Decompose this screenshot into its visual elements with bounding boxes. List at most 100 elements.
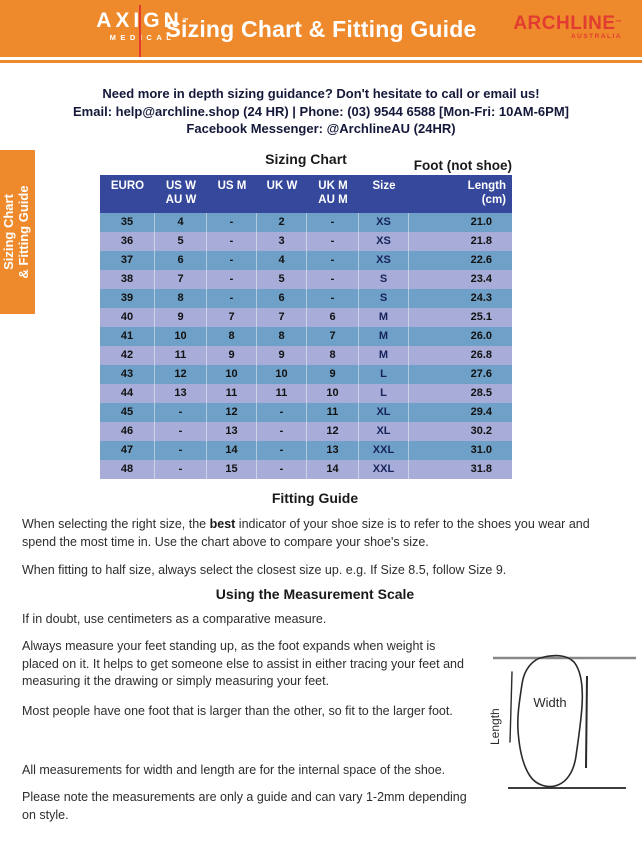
table-cell: 10 [155, 327, 207, 346]
table-cell: 8 [155, 289, 207, 308]
table-row: 40 9 7 7 6 M 25.1 [100, 308, 512, 327]
table-cell: - [307, 270, 359, 289]
table-cell: 9 [307, 365, 359, 384]
table-cell: 26.8 [470, 349, 492, 361]
table-cell: 8 [207, 327, 257, 346]
table-cell: XS [359, 213, 409, 232]
table-row: 41 10 8 8 7 M 26.0 [100, 327, 512, 346]
table-cell: 4 [257, 251, 307, 270]
table-cell: 12 [307, 422, 359, 441]
table-cell: XS [359, 251, 409, 270]
table-cell: 30.2 [470, 425, 492, 437]
table-row: 43 12 10 10 9 L 27.6 [100, 365, 512, 384]
table-cell: 10 [307, 384, 359, 403]
table-cell: - [307, 213, 359, 232]
table-cell: 7 [257, 308, 307, 327]
table-row: 35 4-2- XS 21.0 [100, 213, 512, 232]
length-label: Length [488, 708, 502, 745]
table-cell: - [155, 403, 207, 422]
table-row: 39 8-6- S 24.3 [100, 289, 512, 308]
side-tab: Sizing Chart & Fitting Guide [0, 150, 35, 314]
table-cell: 11 [155, 346, 207, 365]
table-cell: 6 [307, 308, 359, 327]
table-row: 47-14-13 XXL 31.0 [100, 441, 512, 460]
table-cell: 15 [207, 460, 257, 479]
table-cell: XL [359, 422, 409, 441]
archline-logo: ARCHLINE™ AUSTRALIA [513, 14, 622, 40]
table-cell: 14 [207, 441, 257, 460]
table-cell: 43 [100, 365, 155, 384]
column-header-size: Size [372, 180, 396, 192]
table-cell: 13 [207, 422, 257, 441]
table-cell: - [207, 289, 257, 308]
table-cell: 14 [307, 460, 359, 479]
table-cell: - [307, 289, 359, 308]
table-cell: 7 [155, 270, 207, 289]
table-cell: 13 [155, 384, 207, 403]
table-cell: XS [359, 232, 409, 251]
column-header-euro: EURO [110, 180, 145, 192]
column-header-uk-w: UK W [266, 180, 298, 192]
table-cell: 21.8 [470, 235, 492, 247]
table-cell: 47 [100, 441, 155, 460]
table-cell: 10 [207, 365, 257, 384]
table-cell: 39 [100, 289, 155, 308]
contact-line-guidance: Need more in depth sizing guidance? Don'… [102, 86, 540, 101]
archline-wordmark: ARCHLINE™ [513, 14, 622, 33]
table-cell: 40 [100, 308, 155, 327]
table-cell: 8 [307, 346, 359, 365]
table-cell: XXL [359, 460, 409, 479]
fitting-paragraph-1: When selecting the right size, the best … [22, 516, 622, 551]
table-cell: 38 [100, 270, 155, 289]
table-cell: M [359, 308, 409, 327]
table-cell: 29.4 [470, 406, 492, 418]
banner-divider [0, 60, 642, 63]
table-row: 48-15-14 XXL 31.8 [100, 460, 512, 479]
measurement-scale-heading: Using the Measurement Scale [215, 586, 415, 602]
table-cell: - [207, 232, 257, 251]
table-cell: - [257, 460, 307, 479]
table-cell: 44 [100, 384, 155, 403]
table-cell: 5 [155, 232, 207, 251]
table-cell: - [207, 213, 257, 232]
foot-outline-icon [517, 654, 584, 788]
measurement-paragraph-4: All measurements for width and length ar… [22, 763, 446, 777]
table-cell: 35 [100, 213, 155, 232]
width-label: Width [533, 695, 566, 710]
table-cell: M [359, 327, 409, 346]
table-cell: 25.1 [470, 311, 492, 323]
fitting-p1-before: When selecting the right size, the [22, 517, 210, 531]
axign-medical-logo: AXIGN™ MEDICAL [95, 5, 190, 57]
table-cell: 3 [257, 232, 307, 251]
table-cell: 31.0 [470, 444, 492, 456]
measurement-paragraph-2: Always measure your feet standing up, as… [22, 639, 464, 688]
archline-australia-text: AUSTRALIA [570, 33, 622, 40]
table-cell: 42 [100, 346, 155, 365]
measurement-paragraph-1: If in doubt, use centimeters as a compar… [22, 612, 327, 626]
top-banner: AXIGN™ MEDICAL Sizing Chart & Fitting Gu… [0, 0, 642, 57]
table-cell: 21.0 [470, 216, 492, 228]
column-header-uk-m: UK M AU M [318, 180, 348, 206]
sizing-table-header: EURO US W AU W US M UK W UK M AU M Size Le… [100, 175, 512, 213]
table-cell: 24.3 [470, 292, 492, 304]
table-cell: 31.8 [470, 463, 492, 475]
table-cell: - [307, 232, 359, 251]
table-cell: 8 [257, 327, 307, 346]
archline-text: ARCHLINE [513, 13, 616, 34]
table-cell: XXL [359, 441, 409, 460]
fitting-p1-after: indicator of your shoe size is to refer … [22, 517, 590, 549]
table-cell: 22.6 [470, 254, 492, 266]
side-tab-line1: Sizing Chart [0, 194, 16, 270]
table-cell: 28.5 [470, 387, 492, 399]
table-cell: 12 [155, 365, 207, 384]
table-row: 38 7-5- S 23.4 [100, 270, 512, 289]
table-cell: 41 [100, 327, 155, 346]
table-cell: 7 [207, 308, 257, 327]
contact-block: Need more in depth sizing guidance? Don'… [0, 85, 642, 138]
table-cell: 4 [155, 213, 207, 232]
table-row: 36 5-3- XS 21.8 [100, 232, 512, 251]
table-cell: 45 [100, 403, 155, 422]
sizing-chart-heading: Sizing Chart [265, 151, 347, 167]
axign-text: AXIGN [96, 9, 183, 32]
table-row: 46-13-12 XL 30.2 [100, 422, 512, 441]
